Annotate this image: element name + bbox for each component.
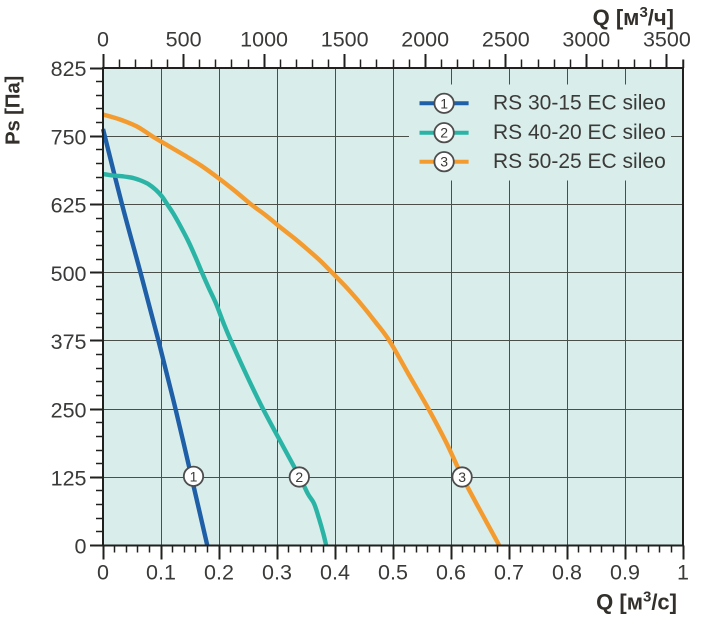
- svg-text:RS 50-25 EC sileo: RS 50-25 EC sileo: [493, 150, 666, 173]
- svg-text:1: 1: [440, 95, 448, 111]
- svg-text:0.3: 0.3: [262, 561, 292, 585]
- svg-text:0.5: 0.5: [378, 561, 408, 585]
- svg-text:825: 825: [51, 57, 87, 81]
- svg-text:RS 30-15 EC sileo: RS 30-15 EC sileo: [493, 92, 666, 115]
- svg-text:1000: 1000: [240, 28, 288, 52]
- svg-text:Ps [Па]: Ps [Па]: [1, 76, 24, 145]
- svg-text:125: 125: [51, 467, 87, 491]
- svg-text:1: 1: [190, 468, 198, 484]
- svg-text:0.1: 0.1: [146, 561, 176, 585]
- svg-text:1: 1: [677, 561, 689, 585]
- svg-text:625: 625: [51, 194, 87, 218]
- svg-text:500: 500: [166, 28, 202, 52]
- svg-text:3: 3: [458, 469, 466, 485]
- svg-text:0: 0: [97, 28, 109, 52]
- svg-text:RS 40-20 EC sileo: RS 40-20 EC sileo: [493, 121, 666, 144]
- svg-text:0.8: 0.8: [552, 561, 582, 585]
- svg-text:0: 0: [97, 561, 109, 585]
- svg-text:0.4: 0.4: [320, 561, 350, 585]
- svg-text:500: 500: [51, 262, 87, 286]
- svg-text:750: 750: [51, 125, 87, 149]
- svg-text:0: 0: [75, 535, 87, 559]
- svg-text:3: 3: [440, 154, 448, 170]
- svg-text:2500: 2500: [482, 28, 530, 52]
- svg-text:375: 375: [51, 330, 87, 354]
- svg-text:0.7: 0.7: [494, 561, 524, 585]
- svg-text:250: 250: [51, 398, 87, 422]
- svg-text:Q [м3/ч]: Q [м3/ч]: [593, 4, 674, 30]
- svg-text:3500: 3500: [643, 28, 691, 52]
- svg-text:0.6: 0.6: [436, 561, 466, 585]
- svg-text:0.2: 0.2: [204, 561, 234, 585]
- svg-text:3000: 3000: [562, 28, 610, 52]
- svg-text:2000: 2000: [401, 28, 449, 52]
- svg-text:Q [м3/с]: Q [м3/с]: [596, 589, 677, 615]
- svg-text:1500: 1500: [321, 28, 369, 52]
- svg-text:2: 2: [295, 469, 303, 485]
- svg-text:2: 2: [440, 125, 448, 141]
- svg-text:0.9: 0.9: [610, 561, 640, 585]
